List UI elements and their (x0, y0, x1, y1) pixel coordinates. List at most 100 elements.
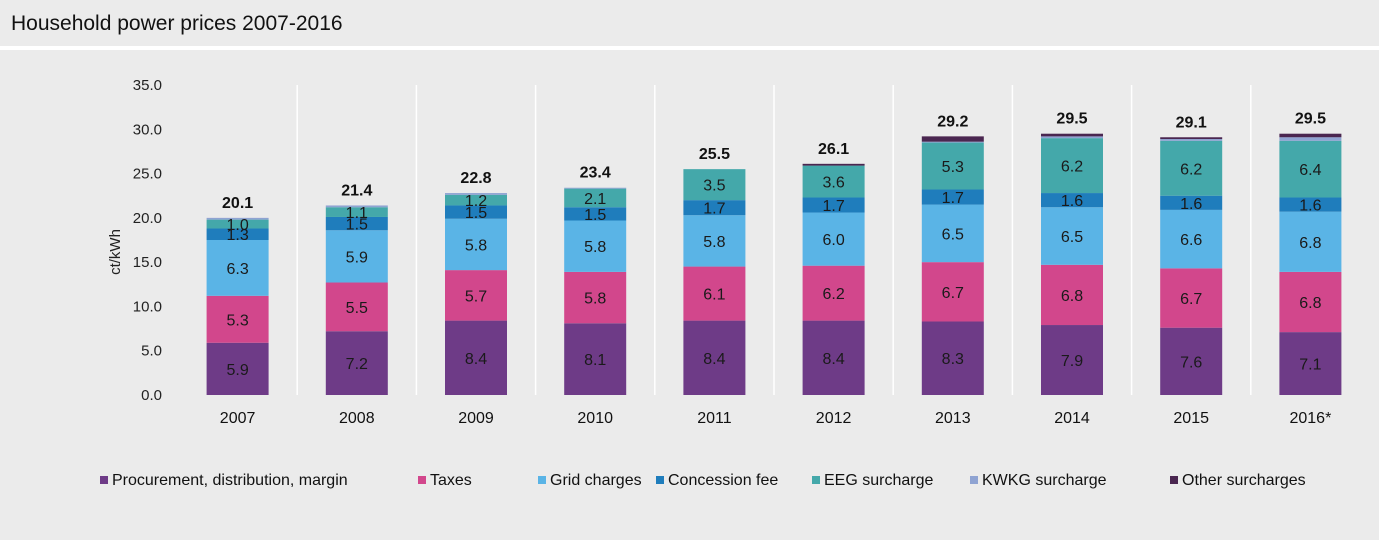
bar-segment (921, 204, 984, 263)
data-label: 1.6 (1180, 196, 1202, 213)
data-label: 6.8 (1299, 295, 1321, 312)
x-tick-label: 2014 (1054, 410, 1090, 427)
bar-segment (1160, 137, 1223, 140)
labels-layer: 5.95.36.31.31.020.17.25.55.91.51.121.48.… (222, 111, 1326, 379)
data-label: 7.1 (1299, 357, 1321, 374)
bar-segment (206, 219, 269, 229)
y-axis-label: ct/kWh (107, 229, 124, 275)
bar-segment (921, 136, 984, 142)
data-label: 6.5 (942, 226, 964, 243)
bar-segment (1279, 211, 1342, 272)
x-tick-label: 2009 (458, 410, 494, 427)
legend-label: Taxes (430, 472, 472, 489)
bar-segment (206, 295, 269, 343)
y-tick-label: 20.0 (133, 210, 162, 227)
x-tick-label: 2011 (697, 410, 732, 427)
data-label: 6.0 (822, 232, 844, 249)
data-label: 5.9 (346, 249, 368, 266)
data-label: 7.9 (1061, 353, 1083, 370)
x-tick-label: 2016* (1289, 410, 1331, 427)
bar-segment (445, 270, 507, 321)
legend-swatch (418, 476, 426, 484)
bar-segment (1279, 137, 1342, 141)
data-label: 3.6 (822, 175, 844, 192)
legend-swatch (1170, 476, 1178, 484)
bars-layer (206, 133, 1342, 395)
y-tick-label: 5.0 (141, 343, 162, 360)
bottom-divider (0, 540, 1379, 545)
bar-segment (683, 215, 746, 267)
legend-swatch (100, 476, 108, 484)
bar-segment (564, 188, 627, 208)
bar-segment (206, 240, 269, 296)
data-label: 7.6 (1180, 354, 1202, 371)
total-label: 29.1 (1176, 114, 1207, 131)
title-divider (0, 46, 1379, 50)
bar-segment (206, 342, 269, 395)
y-tick-label: 10.0 (133, 298, 162, 315)
data-label: 5.3 (226, 312, 248, 329)
bar-segment (802, 163, 865, 166)
data-label: 7.2 (346, 356, 368, 373)
total-label: 29.5 (1295, 111, 1326, 128)
data-label: 1.5 (584, 207, 606, 224)
legend-label: Grid charges (550, 472, 642, 489)
data-label: 1.2 (465, 193, 487, 210)
total-label: 22.8 (460, 170, 491, 187)
x-tick-label: 2007 (220, 410, 256, 427)
data-label: 6.7 (942, 285, 964, 302)
data-label: 5.8 (584, 239, 606, 256)
legend-swatch (970, 476, 978, 484)
bar-segment (325, 216, 388, 231)
bar-segment (564, 271, 627, 324)
data-label: 1.7 (822, 198, 844, 215)
bar-segment (1279, 140, 1342, 198)
legend-label: Other surcharges (1182, 472, 1306, 489)
bar-segment (921, 189, 984, 205)
legend-label: KWKG surcharge (982, 472, 1107, 489)
total-label: 29.2 (937, 113, 968, 130)
legend-label: EEG surcharge (824, 472, 933, 489)
total-label: 21.4 (341, 182, 372, 199)
data-label: 5.8 (703, 234, 725, 251)
bar-segment (445, 320, 507, 395)
bar-segment (1160, 268, 1223, 328)
bar-segment (921, 142, 984, 190)
data-label: 2.1 (584, 191, 606, 208)
bar-segment (921, 141, 984, 143)
bar-segment (802, 265, 865, 321)
bar-segment (564, 220, 627, 272)
bar-segment (1160, 139, 1223, 141)
bar-segment (1279, 332, 1342, 395)
bar-segment (1041, 264, 1103, 326)
legend-swatch (656, 476, 664, 484)
data-label: 6.2 (1061, 159, 1083, 176)
data-label: 6.8 (1299, 235, 1321, 252)
data-label: 8.4 (703, 351, 725, 368)
data-label: 6.6 (1180, 232, 1202, 249)
bar-segment (802, 212, 865, 266)
data-label: 8.4 (822, 351, 844, 368)
bar-segment (1041, 133, 1103, 137)
data-label: 8.3 (942, 351, 964, 368)
title-bar: Household power prices 2007-2016 (0, 0, 1379, 46)
data-label: 8.4 (465, 351, 487, 368)
bar-segment (1160, 327, 1223, 395)
data-label: 1.0 (226, 217, 248, 234)
data-label: 1.7 (942, 190, 964, 207)
bar-segment (683, 266, 746, 321)
data-label: 5.3 (942, 159, 964, 176)
bar-segment (802, 197, 865, 213)
data-label: 6.4 (1299, 162, 1321, 179)
bar-segment (1041, 193, 1103, 208)
axis-layer: 0.0 5.0 10.0 15.0 20.0 25.0 30.0 35.0 2007 2008 20… (133, 77, 1332, 427)
legend-swatch (538, 476, 546, 484)
bar-segment (1279, 197, 1342, 212)
bar-segment (445, 205, 507, 219)
legend: Procurement, distribution, margin Taxes Gr… (100, 472, 1306, 489)
data-label: 1.5 (465, 205, 487, 222)
bar-segment (1041, 138, 1103, 194)
bar-segment (325, 207, 388, 217)
bar-segment (1160, 209, 1223, 269)
data-label: 6.7 (1180, 291, 1202, 308)
